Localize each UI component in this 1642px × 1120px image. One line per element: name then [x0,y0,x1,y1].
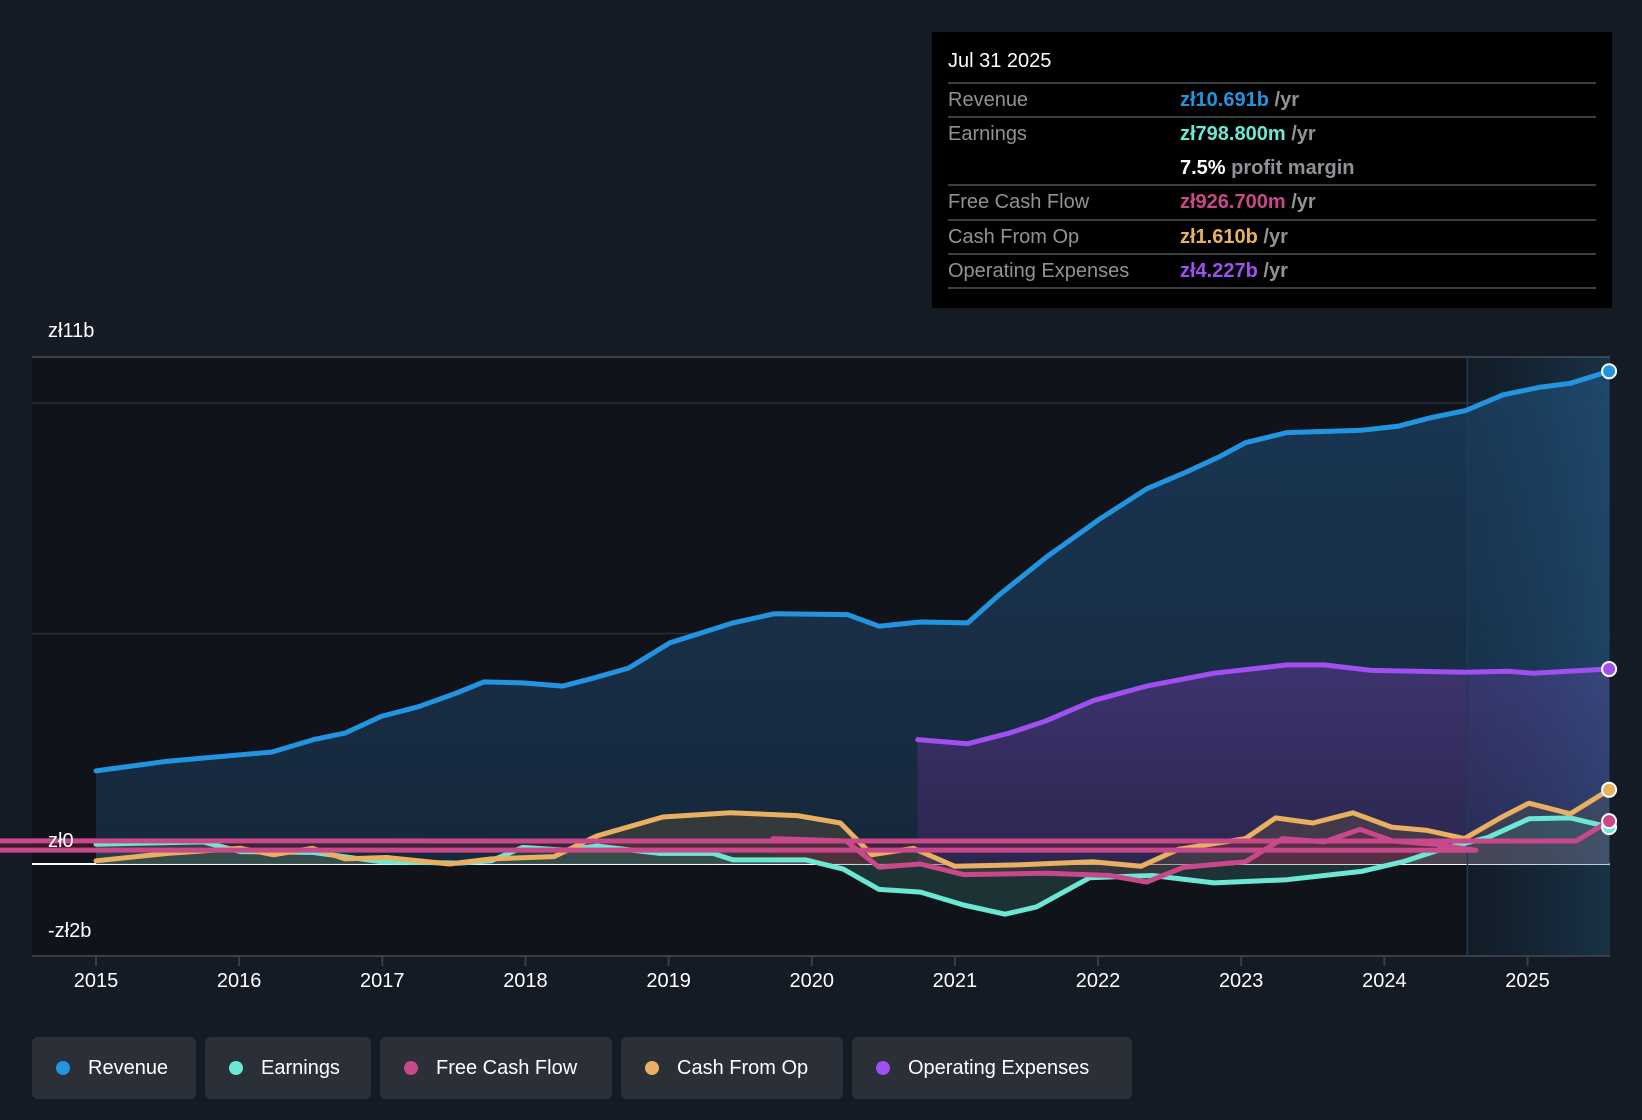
free-cash-flow-line [0,818,1612,885]
legend-label: Free Cash Flow [436,1056,578,1079]
legend-label: Operating Expenses [908,1056,1090,1079]
tooltip-value: zł798.800m /yr [1180,123,1316,146]
cash-from-op-end-marker [1601,781,1618,798]
x-tick-label: 2018 [503,970,548,992]
operating-expenses-end-marker [1601,661,1618,678]
tooltip-row-opex: Operating Expenses zł4.227b /yr [948,253,1596,289]
unit: /yr [1257,260,1288,282]
y-tick-label: zł11b [48,320,95,342]
x-tick-label: 2015 [73,970,119,992]
tooltip-label: Free Cash Flow [948,191,1090,213]
x-tick-label: 2024 [1362,970,1407,992]
x-tick-label: 2025 [1505,970,1550,992]
fcf-dot-icon [404,1061,418,1075]
tooltip-row-revenue: Revenue zł10.691b /yr [948,82,1596,116]
tooltip-value: zł1.610b /yr [1180,226,1288,249]
earnings-value: zł798.800m [1180,123,1286,145]
cfo-dot-icon [645,1061,659,1075]
y-tick-label: zł0 [48,830,74,852]
tooltip-row-earnings: Earnings zł798.800m /yr 7.5% profit marg… [948,116,1596,184]
y-tick-label: -zł2b [48,920,92,942]
x-tick-label: 2021 [932,970,978,992]
x-tick-label: 2016 [216,970,262,992]
tooltip-value: zł926.700m /yr [1180,191,1316,214]
x-tick-label: 2023 [1218,970,1264,992]
legend-item-cash-from-op[interactable]: Cash From Op [621,1037,843,1099]
legend: Revenue Earnings Free Cash Flow Cash Fro… [32,1037,1132,1099]
legend-item-earnings[interactable]: Earnings [205,1037,371,1099]
revenue-dot-icon [56,1061,70,1075]
profit-margin-value: 7.5% [1180,157,1226,179]
legend-item-free-cash-flow[interactable]: Free Cash Flow [380,1037,612,1099]
legend-label: Earnings [261,1056,340,1079]
revenue-end-marker [1601,363,1618,380]
tooltip-row-cfo: Cash From Op zł1.610b /yr [948,219,1596,253]
revenue-line [93,368,1612,774]
opex-value: zł4.227b [1180,260,1258,282]
tooltip-row-fcf: Free Cash Flow zł926.700m /yr [948,184,1596,218]
chart [0,356,1618,966]
free-cash-flow-end-marker [1601,813,1618,830]
x-tick-label: 2022 [1075,970,1121,992]
x-tick-label: 2019 [646,970,691,992]
profit-margin: 7.5% profit margin [1180,157,1354,180]
earnings-dot-icon [229,1061,243,1075]
fcf-value: zł926.700m [1180,191,1286,213]
opex-area [917,664,1610,864]
tooltip-label: Earnings [948,123,1027,145]
revenue-value: zł10.691b [1180,89,1269,111]
opex-dot-icon [876,1061,890,1075]
legend-item-revenue[interactable]: Revenue [32,1037,196,1099]
x-tick-label: 2020 [789,970,835,992]
profit-margin-label: profit margin [1225,157,1355,179]
operating-expenses-line [915,662,1612,747]
tooltip-label: Cash From Op [948,226,1080,248]
legend-label: Cash From Op [677,1056,809,1079]
tooltip: Jul 31 2025 Revenue zł10.691b /yr Earnin… [932,32,1612,308]
x-tick-label: 2017 [360,970,405,992]
forecast-highlight [1467,357,1610,956]
unit: /yr [1285,123,1316,145]
legend-label: Revenue [88,1056,169,1079]
tooltip-label: Revenue [948,89,1029,111]
unit: /yr [1285,191,1316,213]
unit: /yr [1257,226,1288,248]
tooltip-label: Operating Expenses [948,260,1130,282]
tooltip-date: Jul 31 2025 [948,50,1052,72]
earnings-area [96,817,1610,915]
tooltip-value: zł4.227b /yr [1180,260,1288,283]
cfo-value: zł1.610b [1180,226,1258,248]
unit: /yr [1268,89,1299,111]
legend-item-operating-expenses[interactable]: Operating Expenses [852,1037,1132,1099]
tooltip-value: zł10.691b /yr [1180,89,1299,112]
cfo-area [96,789,1610,867]
